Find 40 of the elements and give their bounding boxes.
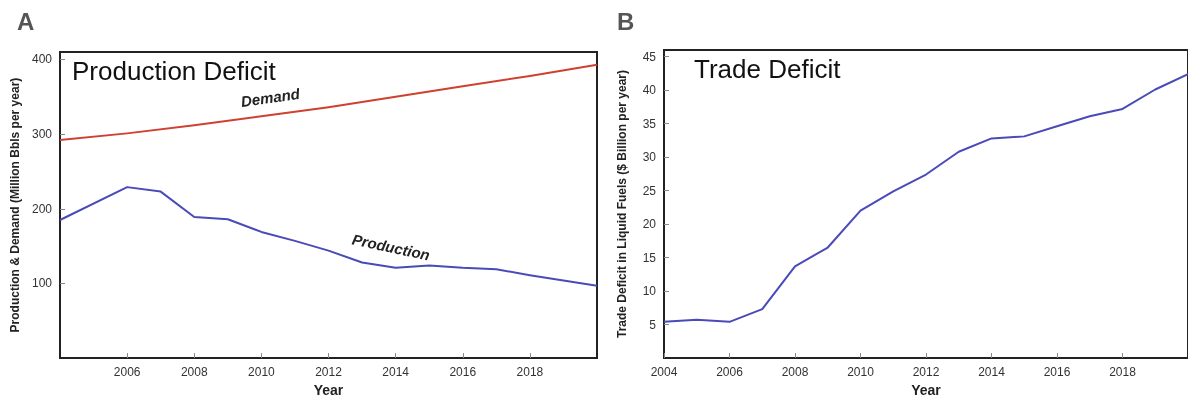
x-tick-label: 2018 [516, 365, 544, 380]
text: Production [350, 230, 432, 264]
y-tick-label: 100 [31, 276, 53, 291]
y-axis-title: Production & Demand (Million Bbls per year) [8, 77, 23, 333]
y-tick-label: 35 [642, 116, 657, 131]
y-tick-label: 200 [31, 201, 53, 216]
y-tick-label: 30 [642, 150, 657, 165]
y-axis-title: Trade Deficit in Liquid Fuels ($ Billion per year) [615, 69, 629, 339]
y-tick-label: 400 [31, 52, 53, 67]
y-tick-label: 20 [642, 217, 657, 232]
x-tick-label: 2008 [781, 365, 809, 379]
x-tick-label: 2014 [978, 365, 1006, 379]
x-tick-label: 2010 [248, 365, 276, 380]
x-tick-label: 2012 [912, 365, 940, 379]
annotation: Trade Deficit [694, 54, 842, 84]
text: Demand [239, 84, 302, 110]
chart-title: B [617, 7, 635, 35]
y-tick-label: 45 [642, 49, 657, 64]
x-tick-label: 2018 [1109, 365, 1137, 379]
x-tick-label: 2004 [650, 365, 678, 379]
chart-title: A [17, 7, 35, 35]
y-tick-label: 300 [31, 127, 53, 142]
y-tick-label: 25 [642, 183, 657, 198]
x-axis-title: Year [313, 382, 344, 398]
line-series [59, 63, 598, 142]
x-tick-label: 2012 [315, 365, 343, 380]
x-axis-title: Year [911, 381, 942, 398]
annotation: Production Deficit [72, 56, 277, 86]
x-tick-label: 2008 [180, 365, 208, 380]
line-series [59, 186, 598, 287]
y-tick-label: 15 [642, 250, 657, 265]
x-tick-label: 2014 [382, 365, 410, 380]
x-tick-label: 2006 [113, 365, 141, 380]
x-tick-label: 2006 [716, 365, 744, 379]
y-tick-label: 40 [642, 83, 657, 98]
y-tick-label: 10 [642, 284, 657, 299]
x-tick-label: 2016 [449, 365, 477, 380]
x-tick-label: 2016 [1043, 365, 1071, 379]
x-tick-label: 2010 [847, 365, 875, 379]
y-tick-label: 5 [649, 317, 657, 332]
